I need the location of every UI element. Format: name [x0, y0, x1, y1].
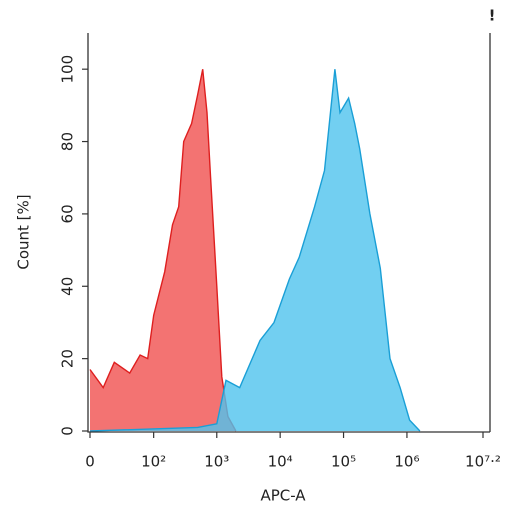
x-tick-label: 10³ [204, 453, 229, 471]
y-tick-label: 60 [59, 204, 77, 223]
y-tick-label: 80 [59, 132, 77, 151]
area-fill [90, 69, 420, 431]
y-tick-label: 20 [59, 349, 77, 368]
x-tick-label: 10⁵ [331, 453, 356, 471]
y-axis-label: Count [%] [15, 194, 33, 269]
histogram-line [89, 69, 237, 432]
y-tick-label: 0 [59, 426, 77, 436]
x-tick-label: 10² [141, 453, 166, 471]
histogram-line [89, 69, 421, 432]
y-tick-label: 40 [59, 277, 77, 296]
x-tick-label: 0 [85, 453, 95, 471]
x-axis-label: APC-A [260, 487, 306, 505]
plot-area [89, 69, 421, 432]
axis-frame [87, 33, 491, 433]
x-tick-label: 10⁶ [394, 453, 419, 471]
annotation: ! [489, 7, 496, 25]
area-fill [90, 69, 236, 431]
x-tick-label: 10⁷·² [465, 453, 501, 471]
y-tick-label: 100 [59, 55, 77, 84]
x-tick-label: 10⁴ [268, 453, 293, 471]
